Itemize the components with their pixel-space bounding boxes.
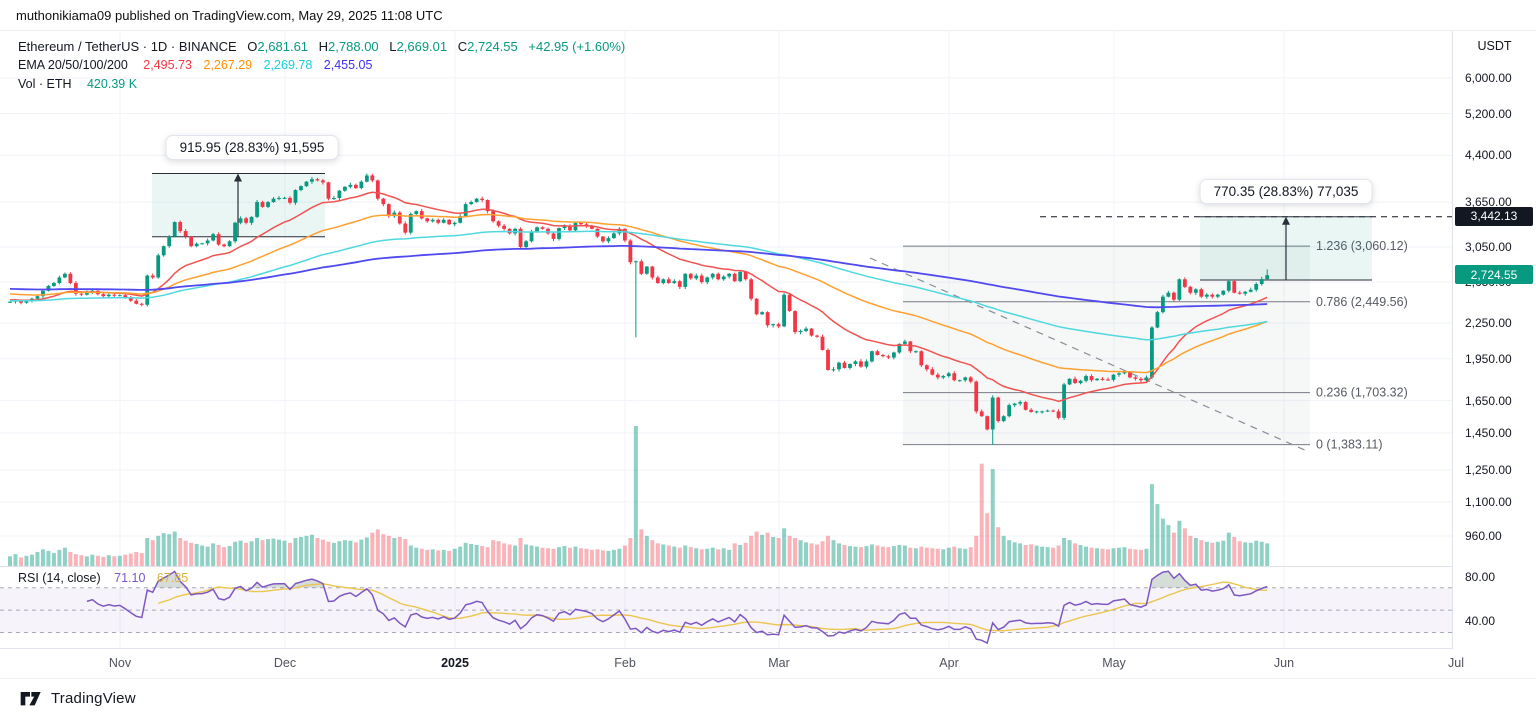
time-tick-label: Nov bbox=[108, 656, 132, 670]
candles-layer bbox=[8, 173, 1270, 445]
ema20-value: 2,495.73 bbox=[143, 58, 192, 72]
fib-retracement: 1.236 (3,060.12) 0.786 (2,449.56) 0.236 (1… bbox=[903, 239, 1408, 452]
trendline bbox=[869, 257, 1308, 452]
time-axis[interactable]: Nov Dec 2025 Feb Mar Apr May Jun Jul bbox=[0, 648, 1536, 678]
change-value: +42.95 (+1.60%) bbox=[528, 39, 626, 54]
axis-currency-label: USDT bbox=[1477, 39, 1512, 53]
price-chart-svg[interactable]: 1.236 (3,060.12) 0.786 (2,449.56) 0.236 (1… bbox=[0, 31, 1452, 649]
volume-layer bbox=[8, 426, 1270, 566]
price-tick-label: 1,100.00 bbox=[1465, 494, 1512, 509]
time-tick-label: Jul bbox=[1448, 656, 1464, 670]
high-value: 2,788.00 bbox=[328, 39, 379, 54]
price-tick-label: 1,450.00 bbox=[1465, 425, 1512, 440]
price-tick-label: 6,000.00 bbox=[1465, 70, 1512, 85]
rsi-layer bbox=[0, 570, 1452, 645]
rsi-ma-line bbox=[157, 581, 1268, 632]
tradingview-brand-text: TradingView bbox=[51, 689, 136, 707]
footer-bar: TradingView bbox=[0, 678, 1536, 717]
rsi-line bbox=[86, 570, 1268, 645]
ema200-line bbox=[9, 244, 1268, 309]
rsi-value: 71.10 bbox=[114, 571, 146, 585]
fib-level-label: 0.236 (1,703.32) bbox=[1316, 386, 1408, 400]
measure-label-right[interactable]: 770.35 (28.83%) 77,035 bbox=[1199, 179, 1373, 204]
price-tick-label: 1,650.00 bbox=[1465, 393, 1512, 408]
rsi-legend: RSI (14, close) 71.10 67.85 bbox=[18, 571, 188, 585]
symbol-title: Ethereum / TetherUS · 1D · BINANCE bbox=[18, 39, 237, 54]
fib-level-label: 0 (1,383.11) bbox=[1316, 438, 1382, 452]
ema20-line bbox=[10, 191, 1268, 403]
price-tick-label: 3,650.00 bbox=[1465, 195, 1512, 210]
open-value: 2,681.61 bbox=[257, 39, 309, 54]
tradingview-logo-link[interactable]: TradingView bbox=[20, 689, 136, 707]
ema-label: EMA 20/50/100/200 bbox=[18, 58, 128, 72]
rsi-ma-value: 67.85 bbox=[156, 571, 189, 585]
trendline-layer bbox=[869, 257, 1308, 452]
chart-area: 1.236 (3,060.12) 0.786 (2,449.56) 0.236 (1… bbox=[0, 30, 1536, 649]
ema50-value: 2,267.29 bbox=[203, 58, 253, 72]
attribution-text: muthonikiama09 published on TradingView.… bbox=[16, 7, 443, 23]
volume-value: 420.39 K bbox=[86, 77, 138, 91]
price-tick-label: 2,250.00 bbox=[1465, 316, 1512, 331]
price-axis[interactable]: USDT 6,000.00 5,200.00 4,400.00 3,650.00 3,0… bbox=[1452, 31, 1536, 649]
time-tick-label: Feb bbox=[614, 656, 636, 670]
last-price-badge: 2,724.55 bbox=[1455, 265, 1533, 285]
fib-level-label: 0.786 (2,449.56) bbox=[1316, 295, 1408, 309]
right-measure-box bbox=[1200, 216, 1372, 281]
low-value: 2,669.01 bbox=[396, 39, 448, 54]
time-tick-label: Apr bbox=[939, 656, 959, 670]
ema100-value: 2,269.78 bbox=[263, 58, 313, 72]
price-tick-label: 5,200.00 bbox=[1465, 106, 1512, 121]
ema50-line bbox=[9, 213, 1268, 374]
volume-label: Vol · ETH bbox=[18, 77, 72, 91]
rsi-tick-label: 40.00 bbox=[1465, 614, 1496, 629]
measure-label-left[interactable]: 915.95 (28.83%) 91,595 bbox=[165, 135, 339, 160]
time-tick-label: Mar bbox=[768, 656, 790, 670]
price-tick-label: 1,250.00 bbox=[1465, 462, 1512, 477]
attribution-bar: muthonikiama09 published on TradingView.… bbox=[0, 0, 1536, 30]
rsi-tick-label: 80.00 bbox=[1465, 569, 1496, 584]
target-price-badge: 3,442.13 bbox=[1455, 206, 1533, 226]
time-tick-label: Jun bbox=[1273, 656, 1295, 670]
tradingview-logo-icon bbox=[20, 692, 41, 706]
price-tick-label: 3,050.00 bbox=[1465, 239, 1512, 254]
time-tick-label: May bbox=[1102, 656, 1126, 670]
time-tick-label: Dec bbox=[273, 656, 297, 670]
time-tick-label: 2025 bbox=[441, 656, 469, 670]
symbol-ohlc-row: Ethereum / TetherUS · 1D · BINANCE O2,68… bbox=[18, 39, 626, 54]
ema200-value: 2,455.05 bbox=[323, 58, 373, 72]
fib-level-label: 1.236 (3,060.12) bbox=[1316, 239, 1408, 253]
close-value: 2,724.55 bbox=[467, 39, 518, 54]
price-tick-label: 4,400.00 bbox=[1465, 148, 1512, 163]
volume-row: Vol · ETH 420.39 K bbox=[18, 75, 625, 94]
left-measure-box bbox=[152, 172, 325, 238]
ema-row: EMA 20/50/100/200 2,495.73 2,267.29 2,26… bbox=[18, 56, 625, 75]
ema-layer bbox=[9, 191, 1268, 403]
price-tick-label: 1,950.00 bbox=[1465, 351, 1512, 366]
price-tick-label: 960.00 bbox=[1465, 528, 1502, 543]
rsi-label: RSI (14, close) bbox=[18, 571, 101, 585]
chart-legend: Ethereum / TetherUS · 1D · BINANCE O2,68… bbox=[18, 37, 625, 94]
